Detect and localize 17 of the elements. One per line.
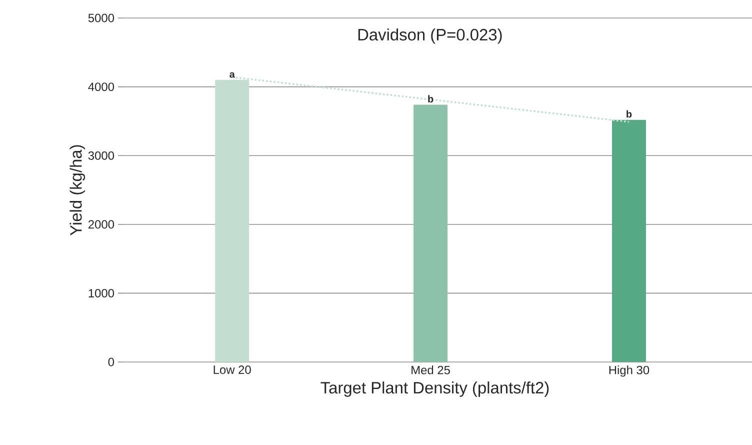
y-tick-label: 0 [108,358,114,366]
y-tick-label: 5000 [88,14,114,22]
text: Davidson (P=0.023) [358,28,502,44]
bar [612,120,646,362]
annotation: a [230,72,235,78]
y-tick-label: 2000 [88,220,114,229]
annotation: b [428,95,434,102]
bar [414,104,448,362]
annotation: b [626,110,632,118]
x-axis-title: Target Plant Density (plants/ft2) [320,382,549,397]
x-tick-label: High 30 [609,366,650,377]
y-tick-label: 1000 [88,288,114,298]
y-tick-label: 4000 [88,82,114,92]
x-tick-label: Med 25 [412,366,450,374]
y-tick-label: 3000 [88,151,114,160]
x-tick-label: Low 20 [214,366,251,374]
y-axis-title: Yield (kg/ha) [70,145,86,236]
